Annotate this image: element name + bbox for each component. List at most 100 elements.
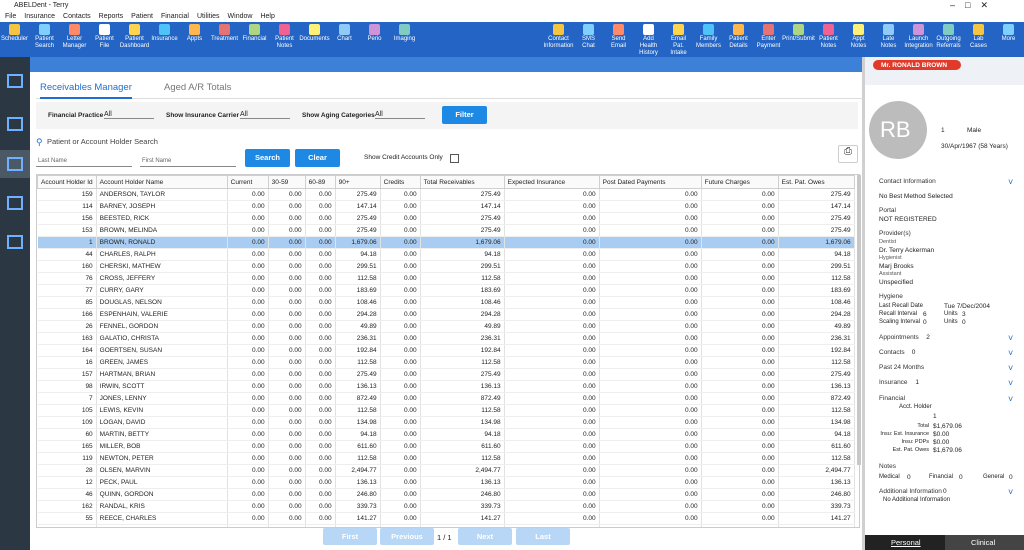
column-header[interactable]: Est. Pat. Owes: [778, 176, 854, 189]
toolbar-button[interactable]: Documents: [301, 22, 328, 43]
expand-chevron[interactable]: ˅: [1008, 333, 1013, 343]
pager-button[interactable]: First: [323, 528, 377, 545]
section-link[interactable]: Past 24 Months: [879, 364, 924, 371]
menu-item[interactable]: Utilities: [197, 12, 220, 22]
toolbar-button[interactable]: Insurance: [151, 22, 178, 43]
panel-tab[interactable]: Clinical: [971, 538, 995, 547]
toolbar-button[interactable]: Enter Payment: [755, 22, 782, 50]
column-header[interactable]: Account Holder Id: [38, 176, 97, 189]
pager-button[interactable]: Next: [458, 528, 512, 545]
toolbar-button[interactable]: Patient Notes: [271, 22, 298, 50]
section-heading[interactable]: Portal: [879, 207, 896, 214]
table-row[interactable]: 164GOERTSEN, SUSAN0.000.000.00192.840.00…: [38, 345, 855, 357]
table-row[interactable]: 109LOGAN, DAVID0.000.000.00134.980.00134…: [38, 417, 855, 429]
expand-chevron[interactable]: ˅: [1008, 378, 1013, 388]
pager-button[interactable]: Previous: [380, 528, 434, 545]
section-link[interactable]: Appointments: [879, 334, 919, 341]
expand-chevron[interactable]: ˅: [1008, 487, 1013, 497]
clear-button[interactable]: Clear: [295, 149, 340, 167]
toolbar-button[interactable]: Appts: [181, 22, 208, 43]
table-row[interactable]: 12PECK, PAUL0.000.000.00136.130.00136.13…: [38, 477, 855, 489]
toolbar-button[interactable]: Send Email: [605, 22, 632, 50]
nav-icon[interactable]: [7, 117, 23, 131]
toolbar-button[interactable]: Patient Dashboard: [121, 22, 148, 50]
panel-tab[interactable]: Personal: [891, 538, 921, 547]
table-row[interactable]: 163GALATIO, CHRISTA0.000.000.00236.310.0…: [38, 333, 855, 345]
table-row[interactable]: 34ROSCO, TIMOTHY0.000.000.00192.630.0019…: [38, 525, 855, 529]
toolbar-button[interactable]: Imaging: [391, 22, 418, 43]
menu-item[interactable]: Financial: [161, 12, 189, 22]
table-row[interactable]: 28OLSEN, MARVIN0.000.000.002,494.770.002…: [38, 465, 855, 477]
section-link[interactable]: Insurance: [879, 379, 908, 386]
toolbar-button[interactable]: Patient File: [91, 22, 118, 50]
toolbar-button[interactable]: Email Pat. Intake: [665, 22, 692, 57]
toolbar-button[interactable]: Appt Notes: [845, 22, 872, 50]
table-row[interactable]: 162RANDAL, KRIS0.000.000.00339.730.00339…: [38, 501, 855, 513]
section-heading[interactable]: Provider(s): [879, 230, 911, 237]
table-row[interactable]: 55REECE, CHARLES0.000.000.00141.270.0014…: [38, 513, 855, 525]
toolbar-button[interactable]: Family Members: [695, 22, 722, 50]
section-heading[interactable]: Notes: [879, 463, 896, 470]
expand-chevron[interactable]: ˅: [1008, 394, 1013, 404]
table-row[interactable]: 76CROSS, JEFFERY0.000.000.00112.580.0011…: [38, 273, 855, 285]
toolbar-button[interactable]: Treatment: [211, 22, 238, 43]
table-row[interactable]: 1BROWN, RONALD0.000.000.001,679.060.001,…: [38, 237, 855, 249]
table-row[interactable]: 26FENNEL, GORDON0.000.000.0049.890.0049.…: [38, 321, 855, 333]
column-header[interactable]: Account Holder Name: [96, 176, 227, 189]
nav-icon[interactable]: [7, 74, 23, 88]
table-row[interactable]: 46QUINN, GORDON0.000.000.00246.800.00246…: [38, 489, 855, 501]
table-row[interactable]: 160CHERSKI, MATHEW0.000.000.00299.510.00…: [38, 261, 855, 273]
table-row[interactable]: 159ANDERSON, TAYLOR0.000.000.00275.490.0…: [38, 189, 855, 201]
table-row[interactable]: 153BROWN, MELINDA0.000.000.00275.490.002…: [38, 225, 855, 237]
table-row[interactable]: 157HARTMAN, BRIAN0.000.000.00275.490.002…: [38, 369, 855, 381]
filter-select[interactable]: All: [240, 111, 290, 119]
menu-item[interactable]: Contacts: [63, 12, 91, 22]
column-header[interactable]: Total Receivables: [420, 176, 504, 189]
menu-item[interactable]: Insurance: [24, 12, 55, 22]
toolbar-button[interactable]: Add Health History: [635, 22, 662, 57]
tab[interactable]: Aged A/R Totals: [164, 82, 231, 97]
nav-icon[interactable]: [7, 235, 23, 249]
table-row[interactable]: 156BEESTED, RICK0.000.000.00275.490.0027…: [38, 213, 855, 225]
toolbar-button[interactable]: Lab Cases: [965, 22, 992, 50]
toolbar-button[interactable]: Perio: [361, 22, 388, 43]
expand-chevron[interactable]: ˅: [1008, 177, 1013, 187]
window-controls[interactable]: – □ ✕: [950, 0, 988, 11]
search-button[interactable]: Search: [245, 149, 290, 167]
table-row[interactable]: 165MILLER, BOB0.000.000.00611.600.00611.…: [38, 441, 855, 453]
toolbar-button[interactable]: More: [995, 22, 1022, 43]
expand-chevron[interactable]: ˅: [1008, 348, 1013, 358]
table-row[interactable]: 44CHARLES, RALPH0.000.000.0094.180.0094.…: [38, 249, 855, 261]
column-header[interactable]: Post Dated Payments: [599, 176, 701, 189]
nav-icon[interactable]: [7, 157, 23, 171]
print-button[interactable]: ⎙: [838, 145, 858, 163]
filter-select[interactable]: All: [375, 111, 425, 119]
section-heading[interactable]: Contact Information: [879, 178, 936, 185]
toolbar-button[interactable]: Chart: [331, 22, 358, 43]
section-link[interactable]: Contacts: [879, 349, 905, 356]
toolbar-button[interactable]: Patient Details: [725, 22, 752, 50]
toolbar-button[interactable]: Financial: [241, 22, 268, 43]
table-row[interactable]: 16GREEN, JAMES0.000.000.00112.580.00112.…: [38, 357, 855, 369]
toolbar-button[interactable]: SMS Chat: [575, 22, 602, 50]
filter-select[interactable]: All: [104, 111, 154, 119]
menu-item[interactable]: Patient: [131, 12, 153, 22]
table-row[interactable]: 85DOUGLAS, NELSON0.000.000.00108.460.001…: [38, 297, 855, 309]
column-header[interactable]: Current: [227, 176, 268, 189]
toolbar-button[interactable]: Late Notes: [875, 22, 902, 50]
toolbar-button[interactable]: Scheduler: [1, 22, 28, 43]
section-heading[interactable]: Additional Information: [879, 488, 942, 495]
section-heading[interactable]: Financial: [879, 395, 905, 402]
tab[interactable]: Receivables Manager: [40, 82, 132, 99]
table-row[interactable]: 7JONES, LENNY0.000.000.00872.490.00872.4…: [38, 393, 855, 405]
table-row[interactable]: 98IRWIN, SCOTT0.000.000.00136.130.00136.…: [38, 381, 855, 393]
nav-icon[interactable]: [7, 196, 23, 210]
menu-item[interactable]: Reports: [99, 12, 124, 22]
column-header[interactable]: 90+: [335, 176, 380, 189]
menu-item[interactable]: File: [5, 12, 16, 22]
menu-item[interactable]: Help: [260, 12, 274, 22]
table-row[interactable]: 105LEWIS, KEVIN0.000.000.00112.580.00112…: [38, 405, 855, 417]
column-header[interactable]: Expected Insurance: [504, 176, 599, 189]
credit-checkbox[interactable]: [450, 154, 459, 163]
table-row[interactable]: 166ESPENHAIN, VALERIE0.000.000.00294.280…: [38, 309, 855, 321]
